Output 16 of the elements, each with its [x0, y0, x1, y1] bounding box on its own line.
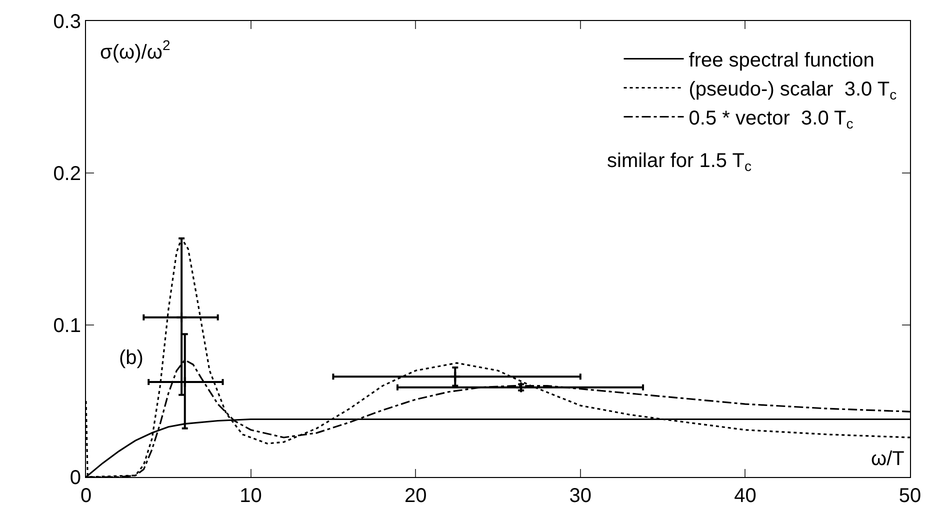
y-tick-label: 0.3	[53, 11, 81, 33]
x-tick-label: 10	[240, 485, 262, 507]
y-tick-label: 0	[70, 467, 81, 489]
x-tick-label: 30	[569, 485, 592, 507]
annotation: similar for 1.5 T$_{c}$	[607, 150, 752, 174]
x-tick-label: 50	[898, 485, 922, 507]
legend-label: 0.5 * vector 3.0 T$_{c}$	[688, 108, 854, 132]
y-axis-title: σ(ω)/ω$^{2}$	[100, 37, 170, 64]
y-tick-label: 0.2	[53, 163, 81, 185]
y-tick-label: 0.1	[53, 315, 81, 337]
legend-label: (pseudo-) scalar 3.0 T$_{c}$	[688, 78, 897, 103]
x-tick-label: 40	[734, 485, 756, 507]
annotation: (b)	[119, 347, 144, 369]
x-axis-title: ω/T	[871, 448, 904, 470]
legend-label: free spectral function	[688, 50, 874, 72]
x-tick-label: 20	[404, 485, 427, 507]
